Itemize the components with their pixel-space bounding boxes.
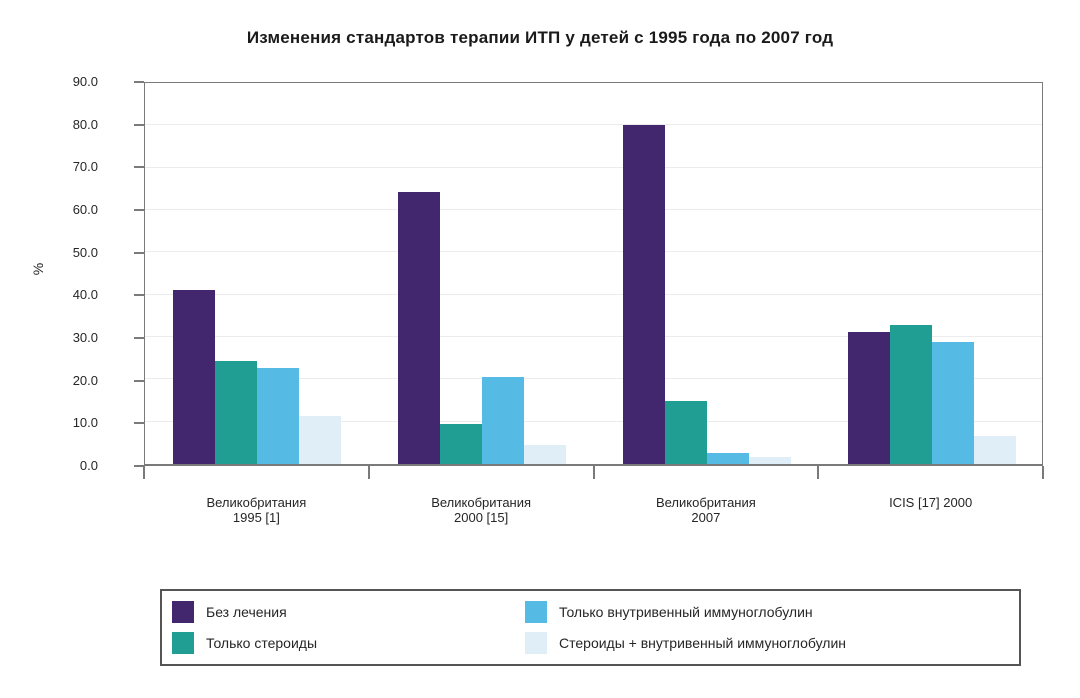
x-tick [592,466,595,479]
legend-swatch-icon [172,601,194,624]
gridline [145,378,1042,380]
y-tick-label: 40.0 [72,287,98,303]
bar [622,125,665,464]
y-tick-label: 90.0 [72,74,98,89]
bar [931,341,974,464]
category-label: Великобритания 1995 [1] [144,495,369,525]
category-label-line: Великобритания [655,495,756,510]
gridline [145,293,1042,295]
bar [173,290,216,464]
y-tick [134,166,144,169]
y-tick [134,251,144,254]
legend-item: Без лечения [172,601,525,624]
chart-title: Изменения стандартов терапии ИТП у детей… [246,28,834,47]
category-label-line: 2007 [691,510,721,525]
x-tick [143,466,145,479]
legend: Без лечения Только стероиды Только внутрив… [160,589,1021,666]
bar [215,361,258,464]
legend-label: Без лечения [206,604,287,621]
y-tick-label: 30.0 [72,330,98,345]
bar [664,400,707,464]
gridline [145,251,1042,253]
gridline [145,124,1042,126]
bar [440,424,483,464]
category-label-line: 1995 [1] [232,510,280,525]
x-tick [817,466,820,479]
legend-item: Только внутривенный иммуноглобулин [525,601,1019,624]
y-tick [134,81,144,83]
legend-label: Только стероиды [206,634,318,651]
y-tick-label: 20.0 [72,372,98,388]
bar [973,436,1016,464]
y-tick [134,465,144,467]
y-tick-label: 80.0 [72,116,98,132]
bar [257,367,300,464]
gridline [145,420,1042,422]
bar [524,444,567,464]
category-label-line: Великобритания [206,495,307,510]
y-tick [134,123,144,126]
bar [748,457,791,464]
gridline [145,336,1042,337]
y-tick [134,379,144,382]
x-tick [367,466,370,479]
category-label-line: 2000 [15] [454,510,509,525]
legend-swatch-icon [525,601,547,624]
legend-swatch-icon [172,631,194,654]
category-label-line: ICIS [17] 2000 [889,495,973,510]
y-tick-label: 60.0 [72,202,98,217]
legend-item: Только стероиды [172,631,525,654]
gridline [145,166,1042,168]
bar [706,453,749,464]
x-tick [1042,466,1044,479]
bar [482,377,525,464]
y-tick-label: 70.0 [72,159,98,175]
bar [398,192,441,464]
category-label-line: Великобритания [431,495,532,510]
legend-swatch-icon [525,631,547,654]
legend-item: Стероиды + внутривенный иммуноглобулин [525,631,1019,654]
y-tick-label: 10.0 [72,415,98,431]
bar [299,416,342,464]
category-label: Великобритания 2007 [594,495,819,525]
y-tick [134,209,144,211]
y-tick [134,422,144,425]
legend-label: Стероиды + внутривенный иммуноглобулин [559,634,846,651]
y-tick-label: 0.0 [79,458,98,473]
plot-area [144,82,1043,466]
category-label: ICIS [17] 2000 [818,495,1043,510]
legend-label: Только внутривенный иммуноглобулин [559,604,813,621]
category-label: Великобритания 2000 [15] [369,495,594,525]
bar [889,324,932,464]
gridline [145,209,1042,210]
y-tick-label: 50.0 [72,244,98,260]
y-tick [134,294,144,297]
y-tick [134,337,144,339]
bar [847,332,890,464]
